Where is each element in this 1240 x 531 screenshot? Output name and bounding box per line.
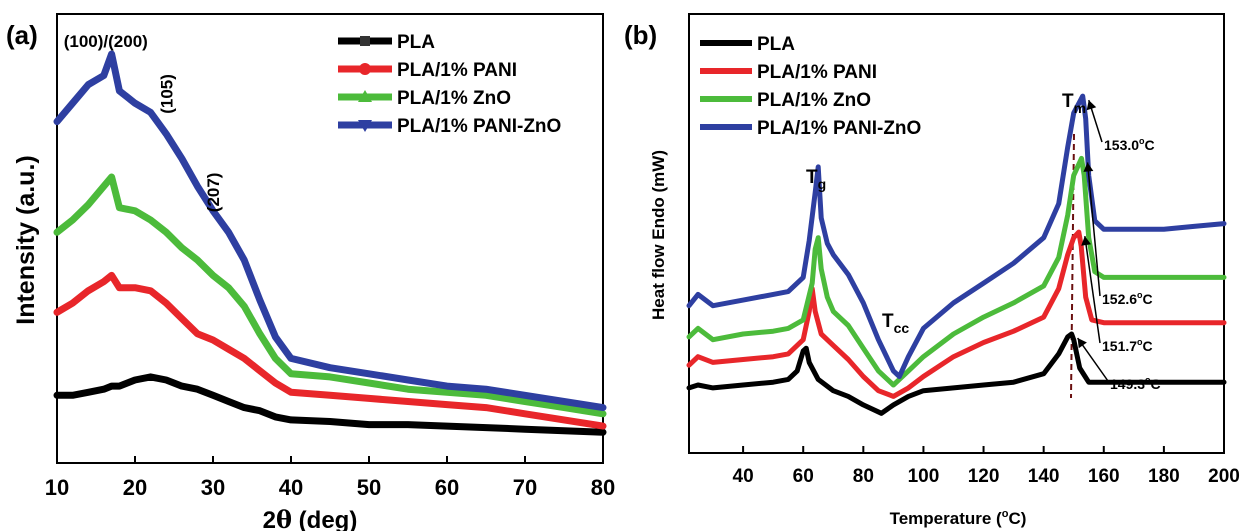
legend-label: PLA/1% PANI-ZnO — [757, 118, 921, 139]
tg-label: Tg — [806, 167, 826, 192]
legend-item-pla-1-pani-zno: PLA/1% PANI-ZnO — [700, 118, 921, 139]
peak-callout-151-7: 151.7oC — [1081, 235, 1153, 354]
legend-item-pla-1-pani: PLA/1% PANI — [338, 60, 517, 81]
callout-arrow-head — [1086, 100, 1097, 111]
x-tick-label: 160 — [1088, 466, 1120, 487]
peak-temperature-label: 152.6oC — [1102, 290, 1153, 307]
x-tick-label: 120 — [968, 466, 1000, 487]
series-line-pla-1-pani — [53, 271, 607, 430]
peak-callout-153-0: 153.0oC — [1086, 99, 1155, 153]
x-tick-label: 60 — [793, 466, 814, 487]
panel-a-xrd-chart: (a) 10 20 30 40 50 60 70 80 (100)/(200) (105) (20… — [6, 13, 615, 531]
x-tick-label: 60 — [435, 475, 459, 500]
panel-b-y-axis-label: Heat flow Endo (mW) — [649, 150, 668, 320]
x-tick-label: 200 — [1208, 466, 1240, 487]
legend-item-pla-1-pani-zno: PLA/1% PANI-ZnO — [338, 116, 561, 137]
peak-label-100-200: (100)/(200) — [64, 32, 148, 51]
panel-a-label: (a) — [6, 20, 38, 50]
peak-callout-152-6: 152.6oC — [1083, 162, 1153, 307]
peak-temperature-label: 149.3oC — [1110, 375, 1161, 392]
x-tick-label: 100 — [908, 466, 940, 487]
tm-label: Tm — [1062, 91, 1086, 116]
x-tick-label: 40 — [733, 466, 754, 487]
panel-b-x-axis-label: Temperature (oC) — [890, 508, 1027, 528]
legend-label: PLA/1% ZnO — [397, 88, 511, 109]
legend-item-pla: PLA — [700, 34, 795, 55]
peak-callout-149-3: 149.3oC — [1077, 337, 1161, 392]
series-line-pla-1-zno — [53, 173, 607, 418]
x-tick-label: 180 — [1148, 466, 1180, 487]
tcc-label: Tcc — [882, 311, 909, 336]
x-tick-label: 30 — [201, 475, 225, 500]
callout-arrow-head — [1077, 338, 1087, 349]
legend-label: PLA/1% PANI — [397, 60, 517, 81]
peak-label-207: (207) — [204, 173, 223, 213]
legend-label: PLA — [397, 32, 435, 53]
panel-a-series-group — [53, 50, 607, 436]
panel-b-label: (b) — [624, 20, 657, 50]
x-tick-label: 80 — [853, 466, 874, 487]
legend-label: PLA/1% ZnO — [757, 90, 871, 111]
x-tick-label: 80 — [591, 475, 615, 500]
legend-label: PLA — [757, 34, 795, 55]
panel-b-legend: PLA PLA/1% PANI PLA/1% ZnO PLA/1% PANI-ZnO — [700, 34, 921, 139]
peak-temperature-label: 151.7oC — [1102, 337, 1153, 354]
series-line-pla-1-pani — [686, 229, 1227, 399]
panel-a-legend: PLA PLA/1% PANI PLA/1% ZnO PLA/1% PANI-ZnO — [338, 32, 561, 137]
peak-label-105: (105) — [157, 74, 176, 114]
x-tick-label: 140 — [1028, 466, 1060, 487]
legend-label: PLA/1% PANI — [757, 62, 877, 83]
panel-b-peak-annotations: 153.0oC 152.6oC 151.7oC 149.3oC — [1077, 99, 1161, 392]
legend-item-pla-1-zno: PLA/1% ZnO — [700, 90, 871, 111]
callout-arrow-line — [1084, 235, 1101, 344]
series-line-pla — [686, 331, 1227, 416]
legend-item-pla: PLA — [338, 32, 435, 53]
callout-arrow-head — [1081, 236, 1092, 246]
panel-b-plot-frame — [688, 13, 1225, 454]
x-tick-label: 70 — [513, 475, 537, 500]
panel-a-x-axis-label: 2θ (deg) — [263, 505, 358, 531]
series-line-pla-1-pani-zno — [53, 50, 607, 412]
panel-a-y-axis-label: Intensity (a.u.) — [12, 155, 40, 324]
panel-b-x-axis: 40 60 80 100 120 140 160 180 200 — [733, 446, 1240, 487]
panel-b-dsc-chart: (b) 40 60 80 100 120 140 160 180 200 PLA PLA/1% P… — [624, 13, 1240, 528]
legend-item-pla-1-pani: PLA/1% PANI — [700, 62, 877, 83]
legend-item-pla-1-zno: PLA/1% ZnO — [338, 88, 511, 109]
x-tick-label: 20 — [123, 475, 147, 500]
panel-a-annotations: (100)/(200) (105) (207) — [64, 32, 223, 212]
callout-arrow-head — [1083, 162, 1094, 172]
x-tick-label: 40 — [279, 475, 303, 500]
panel-a-x-axis: 10 20 30 40 50 60 70 80 — [45, 456, 615, 500]
x-tick-label: 50 — [357, 475, 381, 500]
series-line-pla-1-zno — [686, 155, 1227, 388]
legend-label: PLA/1% PANI-ZnO — [397, 116, 561, 137]
callout-arrow-line — [1086, 162, 1101, 297]
peak-temperature-label: 153.0oC — [1104, 136, 1155, 153]
series-line-pla — [53, 373, 607, 436]
x-tick-label: 10 — [45, 475, 69, 500]
panel-a-plot-frame — [56, 13, 604, 464]
